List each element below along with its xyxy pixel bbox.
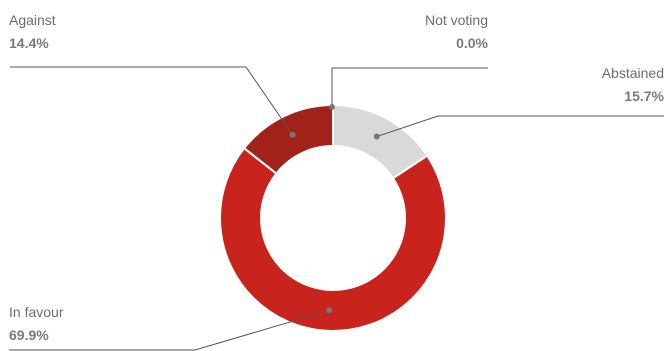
- slice-in-favour: [219, 146, 447, 332]
- slice-label-abstained: Abstained: [602, 65, 664, 81]
- leader-line-against: [10, 66, 293, 136]
- leader-lines: [9, 66, 664, 351]
- slice-value-abstained: 15.7%: [624, 88, 664, 104]
- leader-line-in-favour: [9, 309, 330, 351]
- slice-value-against: 14.4%: [9, 35, 49, 51]
- leader-in-favour: [9, 307, 333, 351]
- leader-abstained: [373, 115, 664, 140]
- slice-label-against: Against: [9, 12, 56, 28]
- leader-line-abstained: [376, 115, 664, 137]
- donut-slices: [219, 103, 447, 332]
- slice-value-not-voting: 0.0%: [456, 35, 488, 51]
- leader-against: [10, 66, 296, 138]
- leader-dot-not-voting: [329, 104, 335, 110]
- slice-value-in-favour: 69.9%: [9, 327, 49, 343]
- slice-label-not-voting: Not voting: [425, 12, 488, 28]
- leader-line-not-voting: [331, 67, 488, 107]
- leader-dot-in-favour: [326, 307, 333, 314]
- slice-label-in-favour: In favour: [9, 304, 64, 320]
- leader-dot-abstained: [373, 133, 380, 140]
- leader-not-voting: [329, 67, 488, 110]
- leader-dot-against: [289, 131, 296, 138]
